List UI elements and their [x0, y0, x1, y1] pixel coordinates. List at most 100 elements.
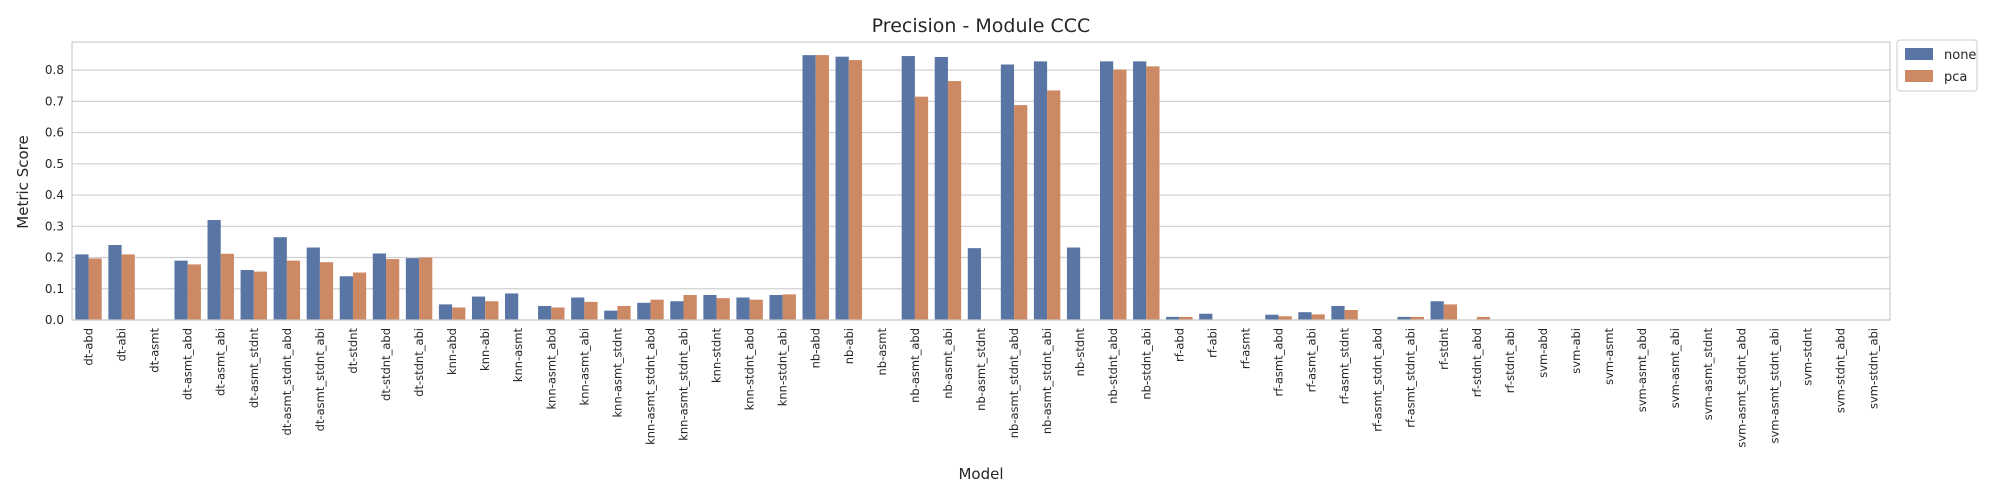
bar-pca [683, 295, 697, 320]
x-tick-label: nb-asmt_abi [941, 328, 955, 399]
bar-pca [848, 60, 863, 321]
bar-pca [914, 96, 929, 320]
plot-frame [71, 41, 1891, 321]
bar-none [1430, 301, 1444, 320]
y-tick-label: 0.6 [45, 126, 64, 140]
bar-none [108, 245, 122, 320]
legend: none pca [1896, 39, 1978, 92]
x-tick-label: svm-asmt_stdnt_abi [1767, 328, 1781, 444]
bar-none [405, 258, 420, 320]
legend-swatch-pca [1905, 70, 1933, 82]
bar-pca [319, 262, 334, 320]
x-tick-label: svm-asmt_stdnt_abd [1734, 328, 1748, 448]
x-tick-label: rf-asmt_abd [1271, 328, 1285, 396]
x-tick-label: nb-stdnt_abd [1106, 328, 1120, 404]
y-ticks: 0.0 0.1 0.2 0.3 0.4 0.5 0.6 0.7 0.8 [45, 63, 64, 327]
y-tick-label: 0.2 [45, 251, 64, 265]
bar-pca [121, 254, 135, 320]
bar-none [736, 297, 750, 320]
x-tick-label: knn-asmt [511, 328, 525, 383]
bar-pca [584, 301, 598, 320]
x-tick-label: knn-asmt_stdnt_abi [677, 328, 691, 441]
x-tick-label: nb-asmt_stdnt_abd [1007, 328, 1021, 438]
x-tick-label: svm-stdnt_abd [1833, 328, 1847, 413]
y-tick-label: 0.4 [45, 188, 64, 202]
bar-none [538, 305, 552, 320]
bar-none [1331, 305, 1345, 320]
x-tick-label: nb-asmt [875, 328, 889, 376]
bar-none [306, 247, 320, 320]
bar-pca [782, 294, 796, 320]
x-tick-label: knn-asmt_abi [577, 328, 591, 405]
bar-none [240, 270, 254, 320]
x-tick-label: knn-stdnt [710, 328, 724, 383]
bar-pca [1443, 304, 1457, 320]
bar-none [1397, 316, 1411, 320]
x-tick-label: rf-asmt_stdnt_abd [1371, 328, 1385, 432]
x-tick-label: knn-asmt_stdnt [610, 328, 624, 418]
x-tick-label: nb-abd [809, 328, 823, 368]
bar-pca [1014, 105, 1028, 321]
bar-none [1066, 247, 1081, 320]
y-tick-label: 0.0 [45, 313, 64, 327]
bar-pca [815, 55, 829, 320]
x-tick-label: nb-asmt_abd [908, 328, 922, 403]
bar-pca [485, 301, 499, 320]
x-tick-label: rf-stdnt [1437, 328, 1451, 370]
x-tick-label: svm-stdnt_abi [1866, 328, 1880, 409]
bar-pca [650, 299, 664, 320]
bar-pca [88, 258, 102, 320]
x-tick-label: knn-asmt_abd [544, 328, 558, 410]
bar-none [75, 254, 89, 320]
bar-none [1166, 316, 1180, 320]
x-ticks: dt-abd dt-abi dt-asmt dt-asmt_abd dt-asmt_ab… [82, 328, 1881, 448]
bar-none [273, 237, 287, 320]
bar-pca [1344, 310, 1358, 320]
x-tick-label: knn-abi [478, 328, 492, 371]
bar-none [174, 260, 188, 320]
bar-pca [947, 81, 962, 320]
x-tick-label: dt-asmt_abi [214, 328, 228, 396]
x-tick-label: rf-asmt_stdnt_abi [1404, 328, 1418, 428]
bar-pca [452, 307, 466, 320]
x-tick-label: svm-asmt_stdnt [1701, 328, 1715, 421]
bar-none [1133, 61, 1147, 320]
bar-none [769, 295, 783, 320]
x-tick-label: dt-asmt [148, 328, 162, 373]
bar-none [967, 248, 981, 320]
bar-none [1298, 312, 1312, 320]
x-tick-label: rf-stdnt_abi [1503, 328, 1517, 393]
y-tick-label: 0.8 [45, 63, 64, 77]
bar-none [835, 56, 849, 320]
x-tick-label: nb-abi [842, 328, 856, 364]
x-tick-label: dt-abd [82, 328, 96, 366]
bar-pca [716, 298, 730, 320]
bar-none [505, 293, 519, 320]
x-tick-label: rf-asmt_abi [1305, 328, 1319, 392]
x-tick-label: svm-asmt_abi [1668, 328, 1682, 408]
bar-pca [1476, 316, 1491, 320]
x-tick-label: dt-abi [115, 328, 129, 362]
x-tick-label: rf-abi [1205, 328, 1219, 358]
x-tick-label: nb-asmt_stdnt_abi [1040, 328, 1054, 434]
bar-pca [1278, 316, 1292, 320]
bar-none [703, 295, 717, 320]
bar-pca [286, 260, 301, 320]
x-tick-label: dt-asmt_abd [181, 328, 195, 400]
y-tick-label: 0.3 [45, 219, 64, 233]
legend-label-pca: pca [1944, 70, 1967, 85]
bar-pca [253, 271, 268, 320]
bar-pca [1146, 66, 1160, 320]
bars [75, 55, 1491, 321]
bar-none [802, 55, 816, 320]
bar-pca [1311, 314, 1325, 320]
x-tick-label: dt-asmt_stdnt [247, 328, 261, 409]
x-tick-label: nb-stdnt_abi [1139, 328, 1153, 400]
bar-none [1099, 61, 1114, 320]
x-tick-label: svm-abi [1569, 328, 1583, 374]
x-tick-label: knn-abd [445, 328, 459, 375]
x-tick-label: rf-abd [1172, 328, 1186, 362]
x-tick-label: dt-stdnt [346, 328, 360, 374]
legend-label-none: none [1944, 48, 1976, 63]
